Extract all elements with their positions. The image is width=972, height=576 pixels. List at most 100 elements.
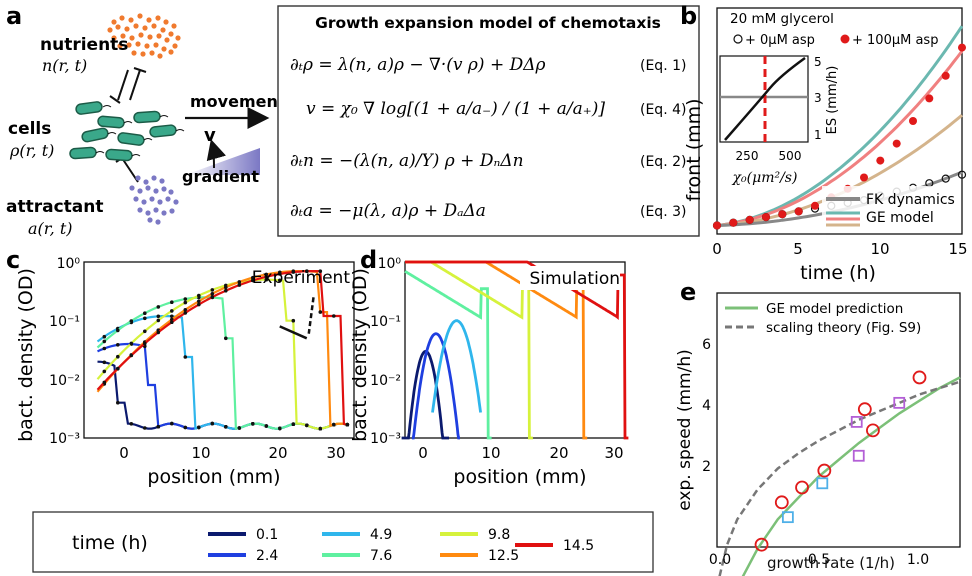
b-point	[778, 210, 787, 219]
b-inset-curve	[724, 56, 806, 141]
c-point	[183, 355, 188, 359]
time-legend: time (h) 0.1 2.4 4.9 7.6 9.8 12.5 14.5	[32, 511, 654, 573]
b-xtick-5: 5	[793, 240, 803, 258]
c-point	[129, 341, 134, 346]
e-xtick-0: 0.0	[709, 552, 731, 568]
b-point	[811, 201, 819, 210]
c-point	[318, 269, 323, 274]
e-xtick-10: 1.0	[907, 552, 929, 568]
c-xtick-20: 20	[268, 444, 287, 462]
c-point	[332, 422, 336, 427]
c-point	[278, 278, 282, 283]
e-plot	[718, 370, 961, 576]
d-profile-6	[405, 260, 629, 440]
c-point	[143, 426, 147, 430]
c-point	[156, 330, 161, 335]
c-point	[170, 421, 174, 426]
e-xtick-05: 0.5	[808, 552, 830, 568]
b-inset-ytick-3: 3	[814, 91, 822, 105]
c-point	[224, 288, 228, 293]
panel-e: e GE model prediction scaling theory (Fi…	[675, 278, 961, 576]
e-exp-circle	[795, 480, 809, 495]
d-xtick-30: 30	[604, 444, 623, 462]
time-legend-title: time (h)	[72, 532, 148, 554]
b-xtick-10: 10	[870, 240, 889, 258]
model-box	[277, 5, 700, 237]
c-point	[183, 300, 188, 305]
d-ylabel: bact. density (OD)	[349, 268, 371, 442]
c-point	[143, 329, 147, 334]
equation-4-tag: (Eq. 4)	[640, 102, 686, 118]
e-exp-square-blue	[816, 477, 829, 490]
b-inset-ytick-1: 1	[814, 128, 822, 142]
c-point	[305, 423, 309, 428]
c-point	[210, 295, 215, 299]
c-point	[197, 425, 201, 430]
time-legend-box	[32, 511, 654, 573]
c-point	[237, 280, 242, 284]
c-point	[170, 314, 174, 319]
c-point	[237, 426, 242, 430]
e-exp-square-purple	[852, 449, 865, 462]
d-xtick-20: 20	[549, 444, 568, 462]
e-series-1	[718, 380, 961, 576]
d-profile-3	[404, 270, 492, 440]
b-legend-filled-label: + 100μM asp	[852, 33, 938, 48]
c-point	[305, 269, 309, 274]
model-box-title: Growth expansion model of chemotaxis	[315, 14, 661, 32]
c-point	[332, 314, 336, 318]
c-point	[237, 283, 242, 287]
c-point	[183, 308, 188, 312]
e-exp-circle	[774, 495, 789, 510]
c-point	[224, 336, 228, 341]
b-point	[892, 139, 901, 148]
c-point	[129, 319, 134, 323]
c-point	[170, 320, 174, 325]
c-point	[102, 380, 107, 385]
c-point	[318, 310, 323, 314]
c-plot	[96, 269, 350, 431]
nutrient-dots	[107, 13, 181, 59]
equation-1: ∂ₜρ = λ(n, a)ρ − ∇·(v ρ) + DΔρ	[290, 55, 546, 75]
c-point	[156, 314, 161, 319]
b-point	[925, 94, 934, 103]
c-profile-5	[96, 270, 348, 428]
b-point	[941, 71, 950, 80]
d-profile-2	[431, 319, 482, 413]
c-point	[129, 353, 134, 358]
c-point	[170, 309, 174, 313]
b-point	[957, 170, 967, 179]
gradient-arrow	[206, 139, 227, 169]
c-point	[278, 272, 282, 276]
c-point	[156, 424, 161, 429]
b-legend-title: 20 mM glycerol	[730, 11, 834, 27]
c-ylabel: bact. density (OD)	[15, 268, 37, 442]
time-legend-label-6: 14.5	[563, 538, 594, 554]
panel-d: d Simulation 10⁰ 10⁻¹ 10⁻² 10⁻³ 0 10 20 …	[349, 246, 629, 488]
c-point	[197, 302, 201, 307]
equation-1-tag: (Eq. 1)	[640, 58, 686, 74]
d-ytick-3: 10⁻³	[370, 431, 401, 447]
c-point	[251, 422, 255, 426]
c-point	[291, 422, 296, 427]
time-legend-label-1: 2.4	[256, 548, 278, 564]
c-xtick-30: 30	[326, 444, 345, 462]
b-point	[713, 221, 721, 230]
c-point	[102, 334, 107, 339]
c-ytick-0: 10⁰	[57, 256, 81, 272]
e-legend-ge-label: GE model prediction	[766, 301, 903, 317]
c-xtick-10: 10	[191, 444, 210, 462]
d-plot	[401, 260, 629, 440]
b-model-curve-1	[716, 50, 964, 227]
c-point	[278, 426, 282, 431]
e-axes-frame	[716, 292, 961, 548]
c-point	[345, 422, 350, 427]
c-profile-0	[97, 360, 348, 430]
c-point	[116, 354, 120, 359]
gradient-label: gradient	[182, 167, 259, 186]
c-point	[210, 288, 215, 292]
c-point	[170, 300, 174, 305]
b-inset-xtick-500: 500	[779, 149, 802, 163]
b-xtick-0: 0	[712, 240, 722, 258]
